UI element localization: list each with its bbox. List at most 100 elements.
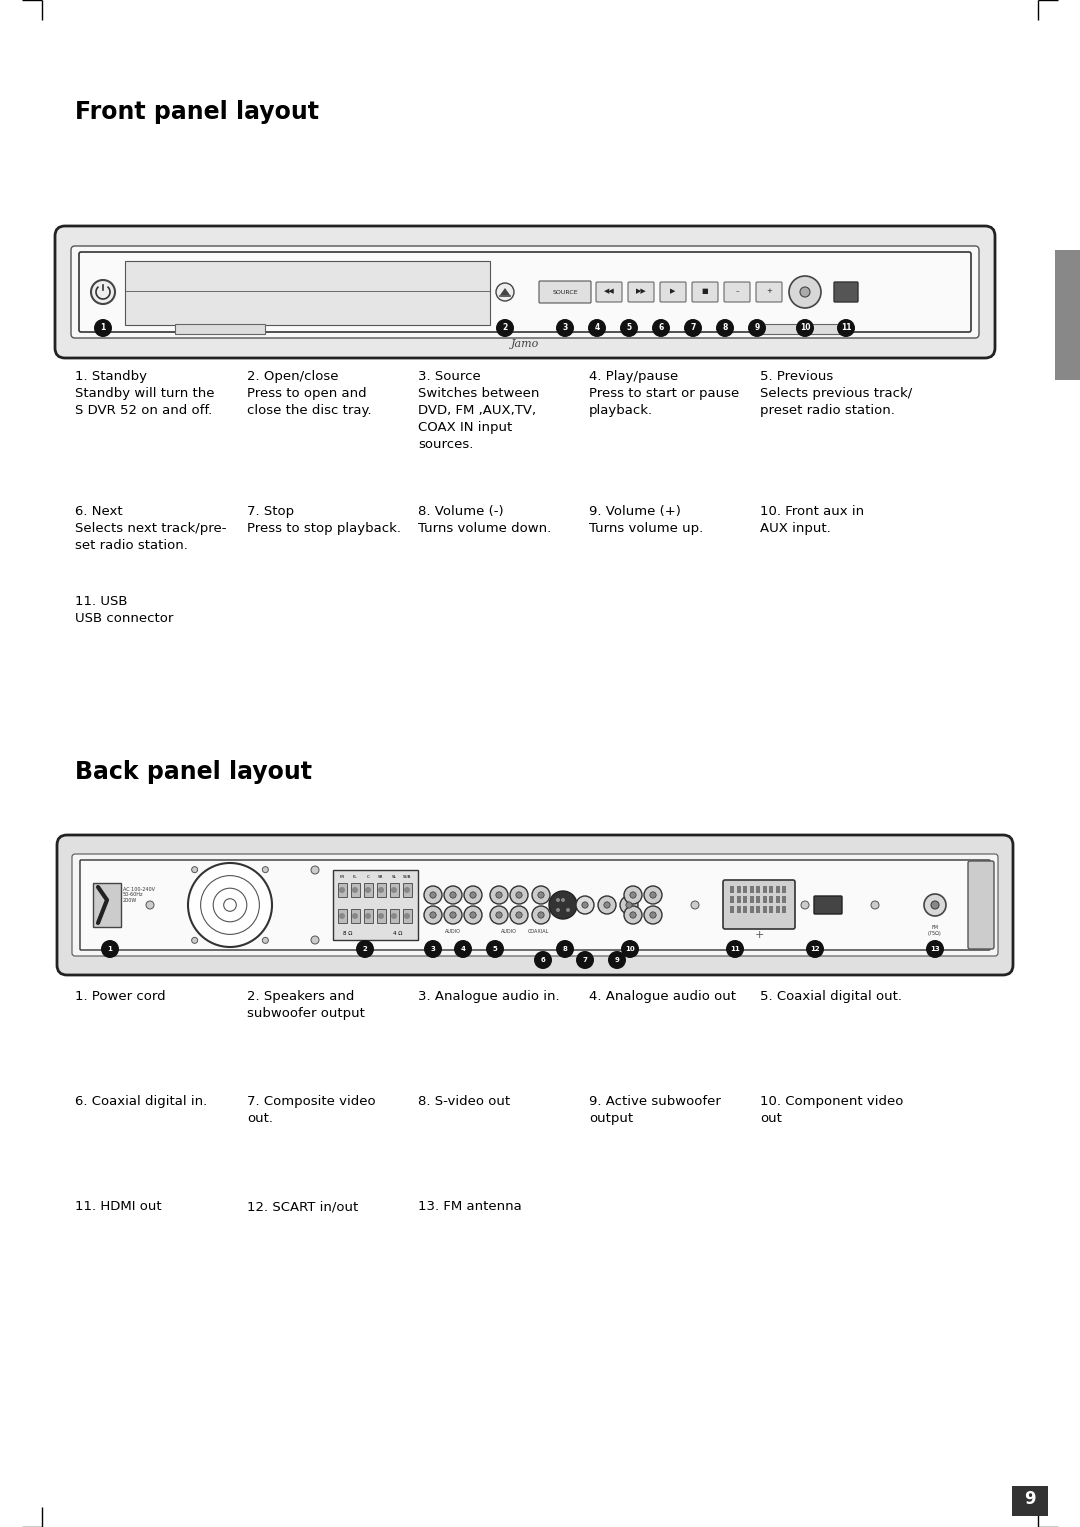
Bar <box>756 906 760 913</box>
Text: SOURCE: SOURCE <box>552 290 578 295</box>
FancyBboxPatch shape <box>814 896 842 915</box>
Text: ◀◀: ◀◀ <box>604 289 615 295</box>
Bar <box>737 886 741 893</box>
Circle shape <box>652 319 670 337</box>
Circle shape <box>532 906 550 924</box>
Circle shape <box>352 887 357 893</box>
Circle shape <box>650 892 657 898</box>
Circle shape <box>650 912 657 918</box>
FancyBboxPatch shape <box>71 246 978 337</box>
FancyBboxPatch shape <box>364 883 373 896</box>
Text: 1. Standby
Standby will turn the
S DVR 52 on and off.: 1. Standby Standby will turn the S DVR 5… <box>75 370 215 417</box>
Bar <box>762 906 767 913</box>
Circle shape <box>924 893 946 916</box>
FancyBboxPatch shape <box>57 835 1013 976</box>
Circle shape <box>424 906 442 924</box>
Text: 3. Source
Switches between
DVD, FM ,AUX,TV,
COAX IN input
sources.: 3. Source Switches between DVD, FM ,AUX,… <box>418 370 539 450</box>
FancyBboxPatch shape <box>403 883 411 896</box>
FancyBboxPatch shape <box>627 282 654 302</box>
Circle shape <box>624 886 642 904</box>
Circle shape <box>378 913 384 919</box>
FancyBboxPatch shape <box>377 909 386 922</box>
Circle shape <box>510 886 528 904</box>
Text: 11. HDMI out: 11. HDMI out <box>75 1200 162 1212</box>
Circle shape <box>91 279 114 304</box>
Circle shape <box>430 892 436 898</box>
Circle shape <box>931 901 939 909</box>
Circle shape <box>516 912 522 918</box>
Circle shape <box>510 906 528 924</box>
Circle shape <box>630 892 636 898</box>
Circle shape <box>556 898 561 902</box>
FancyBboxPatch shape <box>756 282 782 302</box>
Bar <box>782 906 786 913</box>
Circle shape <box>625 902 632 909</box>
FancyBboxPatch shape <box>125 261 490 325</box>
Text: 7. Composite video
out.: 7. Composite video out. <box>247 1095 376 1125</box>
Circle shape <box>262 867 268 872</box>
FancyBboxPatch shape <box>692 282 718 302</box>
Circle shape <box>630 912 636 918</box>
Text: SL: SL <box>392 875 396 880</box>
Circle shape <box>191 938 198 944</box>
Circle shape <box>378 887 384 893</box>
Bar <box>743 906 747 913</box>
Text: 8. Volume (-)
Turns volume down.: 8. Volume (-) Turns volume down. <box>418 505 551 534</box>
FancyBboxPatch shape <box>364 909 373 922</box>
Bar <box>1055 250 1080 380</box>
Text: 2. Speakers and
subwoofer output: 2. Speakers and subwoofer output <box>247 989 365 1020</box>
Circle shape <box>538 912 544 918</box>
Circle shape <box>566 909 570 912</box>
Text: 3: 3 <box>563 324 568 333</box>
Text: 9: 9 <box>754 324 759 333</box>
Text: FM
(75Ω): FM (75Ω) <box>928 925 942 936</box>
Circle shape <box>470 892 476 898</box>
Bar <box>769 906 773 913</box>
FancyBboxPatch shape <box>55 226 995 357</box>
FancyBboxPatch shape <box>351 909 360 922</box>
Circle shape <box>352 913 357 919</box>
FancyBboxPatch shape <box>351 883 360 896</box>
Circle shape <box>604 902 610 909</box>
Bar <box>750 906 754 913</box>
Circle shape <box>789 276 821 308</box>
Polygon shape <box>500 289 510 295</box>
Circle shape <box>311 866 319 873</box>
Circle shape <box>454 941 472 957</box>
Text: 2. Open/close
Press to open and
close the disc tray.: 2. Open/close Press to open and close th… <box>247 370 372 417</box>
Circle shape <box>391 913 397 919</box>
FancyBboxPatch shape <box>72 854 998 956</box>
Circle shape <box>191 867 198 872</box>
Circle shape <box>516 892 522 898</box>
Text: COAXIAL: COAXIAL <box>527 928 549 935</box>
Circle shape <box>486 941 504 957</box>
Bar <box>782 886 786 893</box>
Circle shape <box>94 319 112 337</box>
Circle shape <box>926 941 944 957</box>
Bar <box>1012 1486 1048 1516</box>
Text: 3: 3 <box>431 947 435 951</box>
Circle shape <box>549 890 577 919</box>
Text: 6. Coaxial digital in.: 6. Coaxial digital in. <box>75 1095 207 1109</box>
Circle shape <box>691 901 699 909</box>
FancyBboxPatch shape <box>338 909 347 922</box>
Bar <box>775 886 780 893</box>
Bar <box>775 896 780 902</box>
FancyBboxPatch shape <box>403 909 411 922</box>
Circle shape <box>806 941 824 957</box>
Circle shape <box>870 901 879 909</box>
FancyBboxPatch shape <box>377 883 386 896</box>
Circle shape <box>644 906 662 924</box>
FancyBboxPatch shape <box>834 282 858 302</box>
Text: ■: ■ <box>702 289 708 295</box>
Text: 4. Analogue audio out: 4. Analogue audio out <box>589 989 735 1003</box>
Text: +: + <box>766 289 772 295</box>
Text: ▶▶: ▶▶ <box>636 289 646 295</box>
Circle shape <box>684 319 702 337</box>
Text: Front panel layout: Front panel layout <box>75 99 319 124</box>
Text: C: C <box>366 875 369 880</box>
Circle shape <box>356 941 374 957</box>
FancyBboxPatch shape <box>596 282 622 302</box>
Circle shape <box>556 941 573 957</box>
Circle shape <box>311 936 319 944</box>
